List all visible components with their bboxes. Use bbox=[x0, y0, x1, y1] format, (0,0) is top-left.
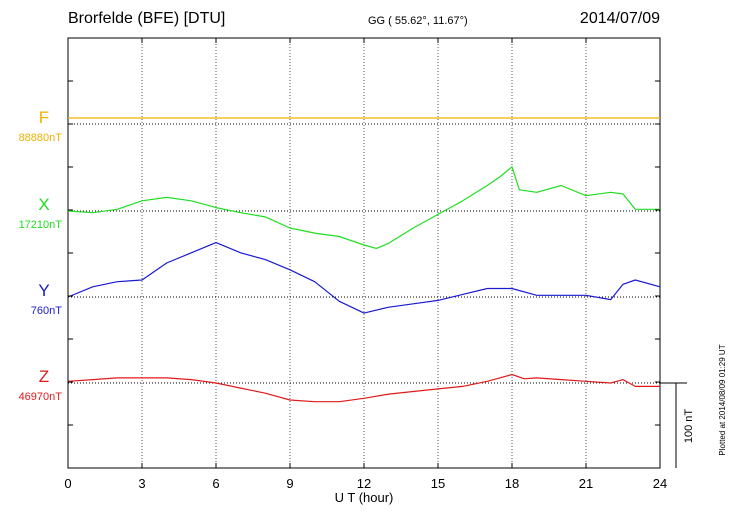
x-tick-label-12: 12 bbox=[357, 476, 371, 491]
plot-frame bbox=[67, 37, 661, 469]
component-label-X: X bbox=[38, 195, 49, 214]
baseline-label-F: 88880nT bbox=[19, 132, 63, 144]
x-tick-label-24: 24 bbox=[653, 476, 667, 491]
x-tick-label-15: 15 bbox=[431, 476, 445, 491]
x-tick-label-9: 9 bbox=[286, 476, 293, 491]
x-tick-label-18: 18 bbox=[505, 476, 519, 491]
component-label-Z: Z bbox=[39, 367, 49, 386]
x-tick-label-21: 21 bbox=[579, 476, 593, 491]
component-label-F: F bbox=[39, 108, 49, 127]
plotted-timestamp: Plotted at 2014/08/09 01:29 UT bbox=[718, 344, 727, 455]
station-title: Brorfelde (BFE) [DTU] bbox=[68, 10, 226, 27]
plot-date: 2014/07/09 bbox=[579, 10, 660, 27]
scale-bar-label: 100 nT bbox=[683, 409, 695, 444]
series-lines bbox=[67, 117, 661, 403]
x-ticks: 0 3 6 9 12 15 18 21 24 bbox=[64, 38, 667, 491]
scale-bar: 100 nT bbox=[660, 382, 695, 468]
geo-coordinates: GG ( 55.62°, 11.67°) bbox=[368, 15, 468, 27]
series-line-X bbox=[67, 166, 660, 249]
baseline-label-Y: 760nT bbox=[31, 305, 62, 317]
baseline-label-X: 17210nT bbox=[19, 219, 63, 231]
component-label-Y: Y bbox=[38, 281, 49, 300]
baseline-label-Z: 46970nT bbox=[19, 391, 63, 403]
x-tick-label-0: 0 bbox=[64, 476, 71, 491]
series-line-Z bbox=[67, 373, 660, 403]
grid bbox=[141, 38, 587, 468]
component-labels: F 88880nT X 17210nT Y 760nT Z 46970nT bbox=[19, 108, 63, 403]
x-tick-label-6: 6 bbox=[212, 476, 219, 491]
series-line-Y bbox=[67, 242, 661, 314]
x-axis-label: U T (hour) bbox=[335, 490, 394, 505]
x-tick-label-3: 3 bbox=[138, 476, 145, 491]
